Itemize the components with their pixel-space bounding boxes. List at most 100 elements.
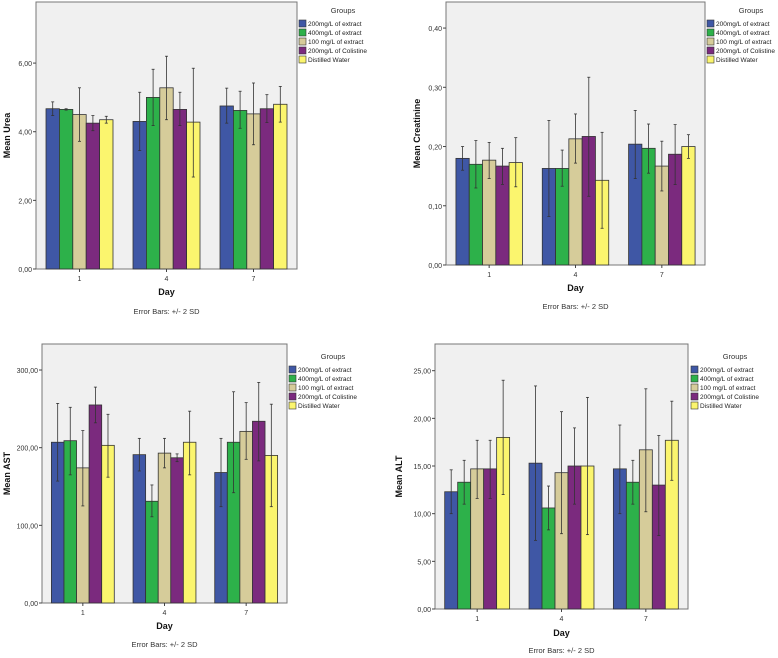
legend-swatch: [298, 55, 307, 64]
bar: [45, 108, 60, 270]
legend-label: 200mg/L of Colistine: [716, 48, 775, 55]
y-axis-label: Mean Urea: [2, 112, 12, 159]
x-tick-label: 7: [644, 616, 648, 623]
y-tick-label: 0,20: [428, 145, 442, 152]
y-tick-label: 0,30: [428, 85, 442, 92]
bar: [170, 457, 184, 604]
error-bars-note: Error Bars: +/- 2 SD: [542, 302, 609, 311]
legend-label: 100 mg/L of extract: [700, 385, 756, 392]
legend-label: Distilled Water: [308, 57, 350, 64]
chart-panel-4: 0,00 5,00 10,00 15,00 20,00 25,00 Mean ALT 1 4 7 D…: [394, 343, 759, 655]
legend-label: 200mg/L of Colistine: [308, 48, 367, 55]
x-axis-label: Day: [567, 283, 584, 293]
y-tick-label: 0,40: [428, 26, 442, 33]
chart-panel-3: 0,00 100,00 200,00 300,00 Mean AST 1 4 7 Day Erro…: [2, 343, 357, 649]
bar: [132, 454, 147, 604]
legend-label: 200mg/L of extract: [716, 21, 770, 28]
legend-swatch: [690, 383, 699, 392]
x-tick-label: 4: [165, 276, 169, 283]
legend-label: 100 mg/L of extract: [308, 39, 364, 46]
legend-label: 200mg/L of extract: [308, 21, 362, 28]
legend-swatch: [690, 374, 699, 383]
bar: [88, 404, 103, 604]
legend-swatch: [288, 365, 297, 374]
legend-title: Groups: [739, 6, 764, 15]
bar: [233, 110, 248, 270]
y-axis-label: Mean ALT: [394, 455, 404, 498]
y-tick-label: 25,00: [413, 369, 431, 376]
y-tick-label: 15,00: [413, 464, 431, 471]
x-tick-label: 7: [252, 276, 256, 283]
y-tick-label: 5,00: [417, 559, 431, 566]
y-tick-label: 6,00: [18, 61, 32, 68]
legend-label: 200mg/L of extract: [298, 367, 352, 374]
legend-swatch: [706, 37, 715, 46]
x-tick-label: 1: [487, 272, 491, 279]
x-tick-label: 4: [574, 272, 578, 279]
legend-label: 200mg/L of Colistine: [700, 394, 759, 401]
bar: [259, 108, 274, 270]
legend-swatch: [690, 401, 699, 410]
legend-label: 200mg/L of extract: [700, 367, 754, 374]
x-tick-label: 4: [163, 610, 167, 617]
bar: [219, 105, 234, 270]
y-tick-label: 0,00: [24, 601, 38, 608]
bar: [455, 157, 470, 266]
legend-label: 200mg/L of Colistine: [298, 394, 357, 401]
x-tick-label: 1: [475, 616, 479, 623]
legend-swatch: [298, 19, 307, 28]
legend-label: 100 mg/L of extract: [298, 385, 354, 392]
legend-swatch: [298, 28, 307, 37]
legend-swatch: [690, 392, 699, 401]
legend: Groups 200mg/L of extract 400mg/L of extra…: [690, 352, 759, 410]
legend-swatch: [706, 55, 715, 64]
legend-label: 400mg/L of extract: [298, 376, 352, 383]
legend-label: 400mg/L of extract: [308, 30, 362, 37]
y-tick-label: 20,00: [413, 416, 431, 423]
legend-label: Distilled Water: [298, 403, 340, 410]
legend-label: Distilled Water: [700, 403, 742, 410]
legend-title: Groups: [331, 6, 356, 15]
legend-label: 400mg/L of extract: [700, 376, 754, 383]
legend-swatch: [288, 374, 297, 383]
error-bars-note: Error Bars: +/- 2 SD: [133, 307, 200, 316]
chart-panel-1: 0,00 2,00 4,00 6,00 Mean Urea 1 4 7 Day Error Bar…: [2, 1, 367, 316]
legend-label: 100 mg/L of extract: [716, 39, 772, 46]
legend-swatch: [288, 392, 297, 401]
bar: [273, 103, 288, 270]
y-tick-label: 4,00: [18, 130, 32, 137]
legend: Groups 200mg/L of extract 400mg/L of extra…: [706, 6, 775, 64]
legend-swatch: [288, 401, 297, 410]
legend-label: 400mg/L of extract: [716, 30, 770, 37]
legend-swatch: [298, 37, 307, 46]
x-tick-label: 4: [560, 616, 564, 623]
x-tick-label: 7: [660, 272, 664, 279]
legend-swatch: [690, 365, 699, 374]
x-axis-label: Day: [553, 628, 570, 638]
y-tick-label: 10,00: [413, 512, 431, 519]
bar: [157, 452, 172, 604]
legend-label: Distilled Water: [716, 57, 758, 64]
legend-title: Groups: [723, 352, 748, 361]
chart-panel-2: 0,00 0,10 0,20 0,30 0,40 Mean Creatinine 1 4 7 Da…: [412, 1, 775, 311]
y-tick-label: 200,00: [17, 446, 39, 453]
y-tick-label: 300,00: [17, 368, 39, 375]
legend-swatch: [706, 28, 715, 37]
legend-swatch: [706, 19, 715, 28]
error-bars-note: Error Bars: +/- 2 SD: [131, 640, 198, 649]
x-axis-label: Day: [156, 621, 173, 631]
y-axis-label: Mean Creatinine: [412, 99, 422, 169]
y-tick-label: 0,00: [18, 267, 32, 274]
y-tick-label: 0,10: [428, 204, 442, 211]
y-tick-label: 2,00: [18, 198, 32, 205]
x-tick-label: 7: [244, 610, 248, 617]
bar: [172, 109, 187, 270]
legend-swatch: [706, 46, 715, 55]
x-axis-label: Day: [158, 287, 175, 297]
x-tick-label: 1: [78, 276, 82, 283]
legend-swatch: [298, 46, 307, 55]
y-tick-label: 0,00: [428, 263, 442, 270]
y-tick-label: 100,00: [17, 523, 39, 530]
